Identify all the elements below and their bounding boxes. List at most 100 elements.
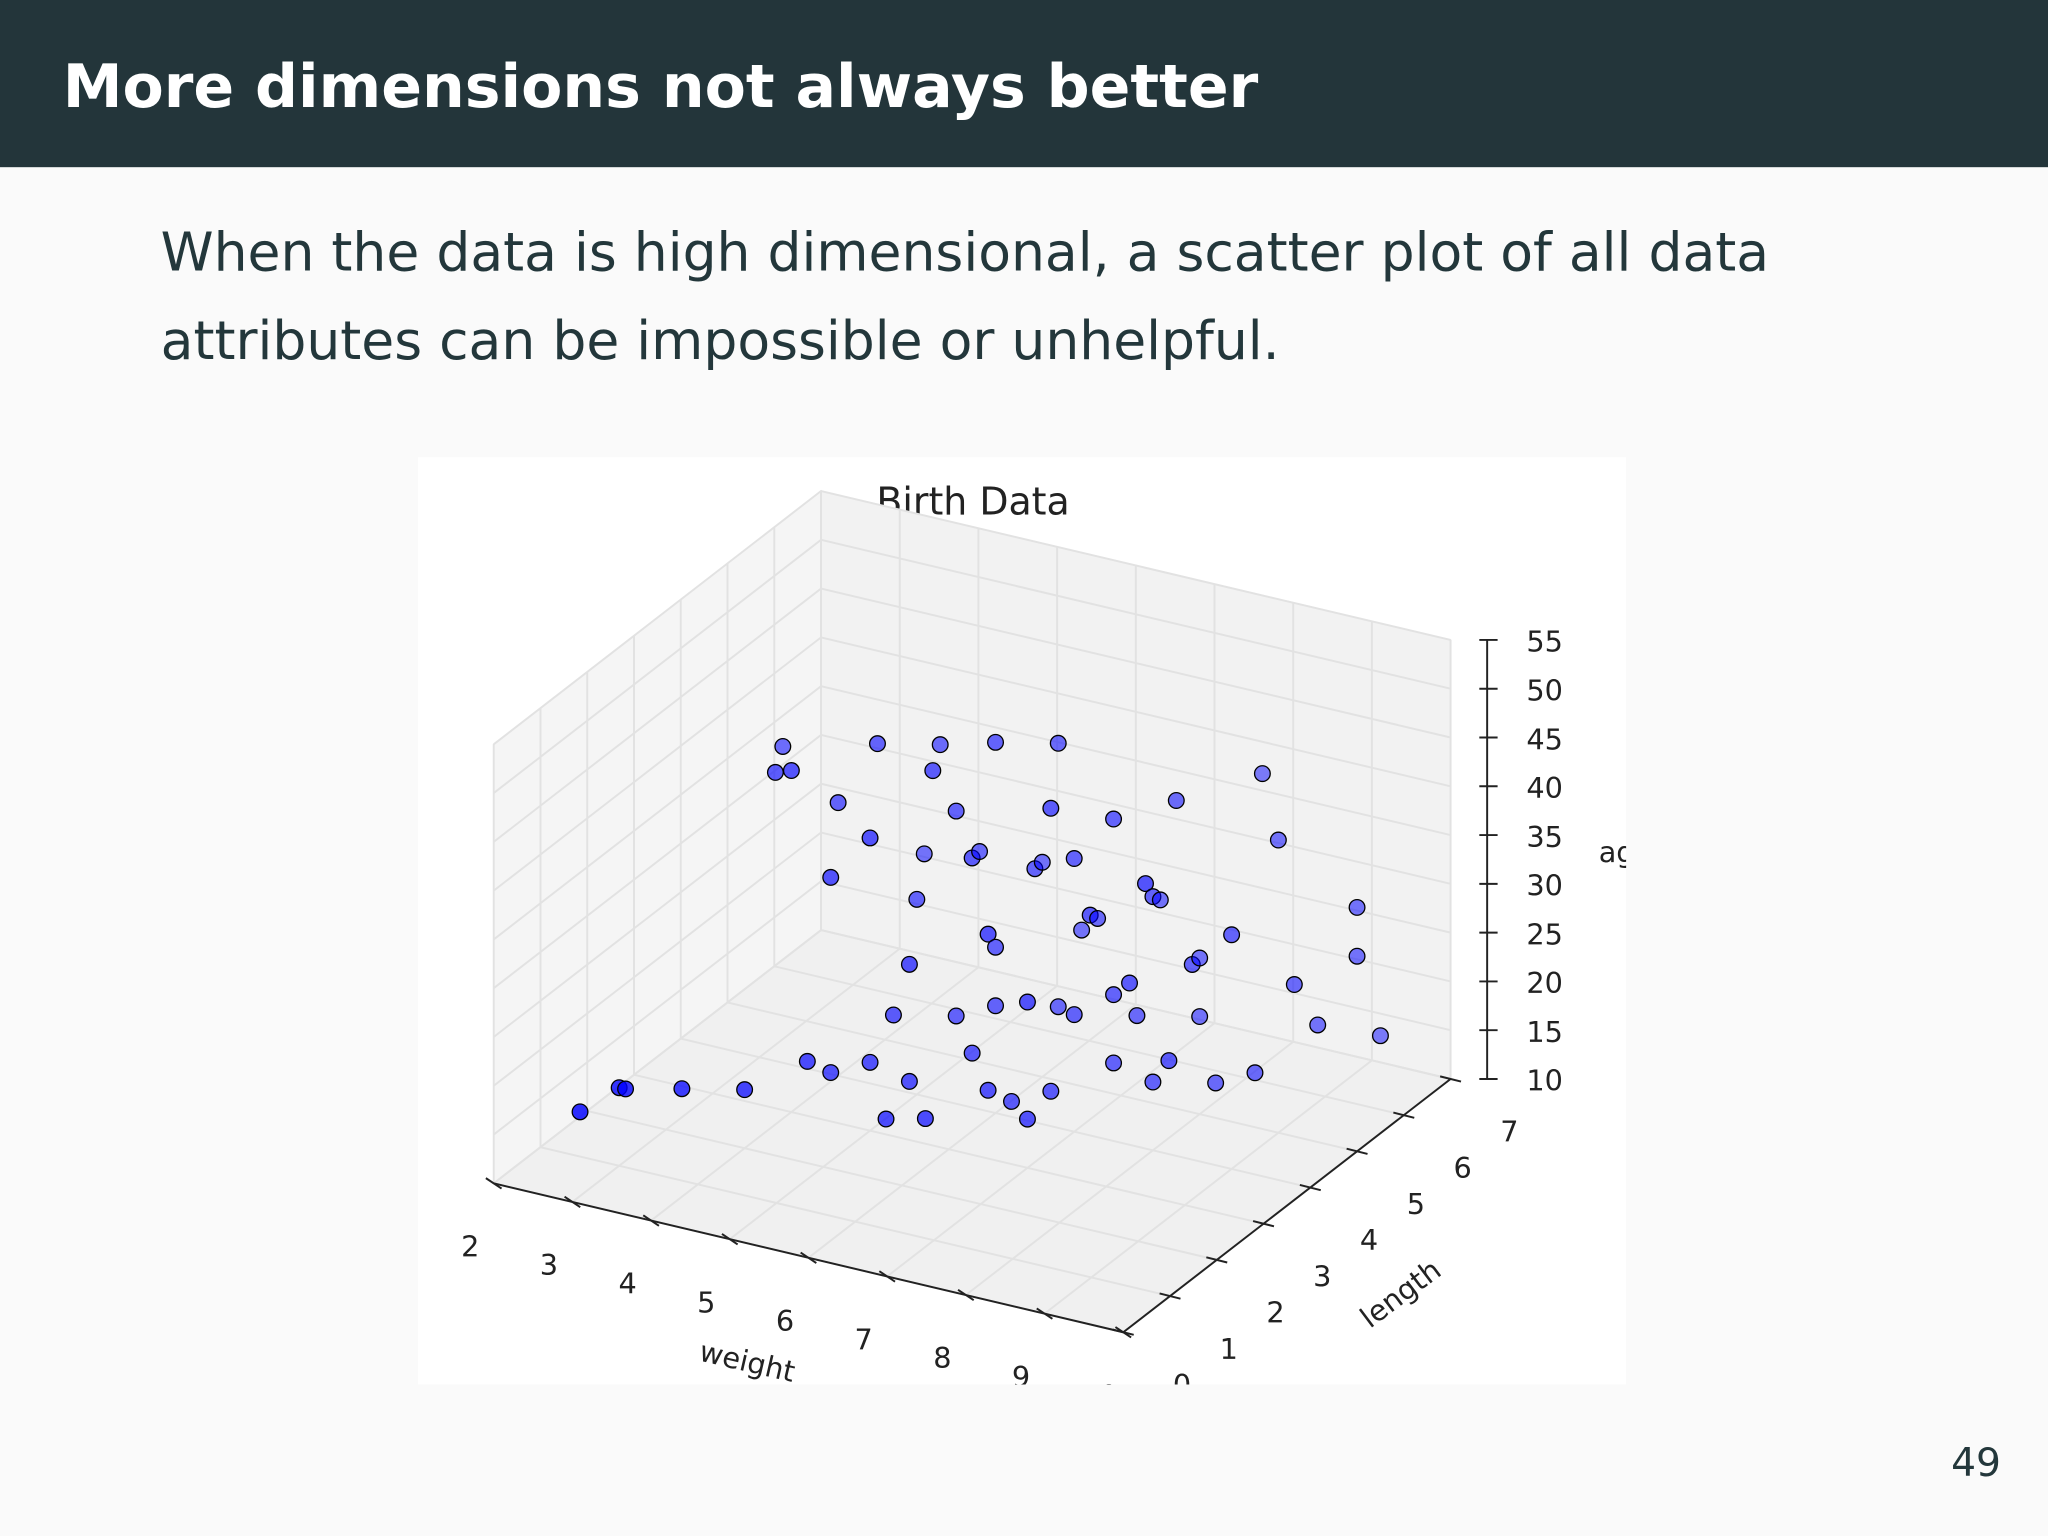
x-tick [878, 1270, 896, 1283]
x-tick-label: 7 [855, 1323, 873, 1357]
x-tick-label: 10 [1081, 1378, 1118, 1412]
slide-title: More dimensions not always better [63, 52, 1259, 122]
data-point [861, 1053, 879, 1071]
data-point [908, 890, 926, 908]
data-point [798, 1052, 816, 1070]
y-tick-label: 7 [1500, 1115, 1518, 1149]
body-text: When the data is high dimensional, a sca… [161, 220, 1769, 283]
y-tick [1112, 1328, 1134, 1336]
data-point [1065, 850, 1083, 867]
data-point [1269, 831, 1287, 849]
y-tick [1439, 1075, 1462, 1083]
z-tick-label: 45 [1526, 722, 1563, 756]
y-tick [1206, 1256, 1228, 1264]
data-point [915, 845, 933, 863]
data-point [931, 736, 949, 754]
z-tick-label: 15 [1526, 1015, 1563, 1049]
data-point [1191, 949, 1209, 967]
data-point [1160, 1052, 1178, 1070]
x-tick-label: 4 [618, 1267, 636, 1301]
data-point [900, 955, 918, 973]
data-point [979, 925, 997, 943]
y-tick-label: 6 [1453, 1151, 1471, 1185]
data-point [1207, 1074, 1225, 1092]
grid-line [493, 880, 1451, 1136]
data-point [1042, 799, 1060, 817]
y-tick-label: 0 [1173, 1368, 1191, 1402]
x-tick-label: 8 [933, 1341, 951, 1375]
data-point [1348, 898, 1366, 916]
z-tick-label: 55 [1526, 625, 1563, 659]
x-tick [1036, 1307, 1053, 1320]
header-bar [0, 0, 2048, 168]
data-point [1049, 734, 1067, 752]
chart: Birth Data 23456789100123456710152025303… [417, 457, 1653, 1412]
page-number: 49 [1951, 1441, 2001, 1486]
data-point [1003, 1092, 1020, 1110]
data-point [1167, 791, 1185, 809]
data-point [1151, 891, 1169, 909]
y-tick-label: 2 [1266, 1296, 1284, 1330]
data-point [1371, 1027, 1389, 1045]
data-point [861, 829, 879, 847]
y-tick [1393, 1111, 1415, 1119]
data-point [1089, 909, 1107, 927]
data-point [782, 762, 800, 780]
y-tick [1252, 1220, 1275, 1228]
x-tick [957, 1288, 975, 1302]
grid-line [493, 587, 1451, 843]
data-point [987, 938, 1005, 956]
x-tick [564, 1195, 581, 1208]
y-tick-label: 3 [1313, 1259, 1331, 1293]
data-point [1191, 1008, 1209, 1026]
data-point [1033, 853, 1051, 871]
z-axis-label: age [1599, 835, 1653, 869]
x-tick [721, 1233, 739, 1246]
grid-line [493, 733, 1451, 989]
x-tick-label: 9 [1012, 1360, 1030, 1394]
data-point [766, 763, 784, 781]
data-point [868, 735, 886, 753]
data-point [979, 1081, 997, 1099]
data-point [1105, 1054, 1123, 1072]
grid-line [493, 929, 1451, 1185]
data-point [1018, 993, 1036, 1011]
data-point [1144, 1073, 1162, 1091]
data-point [1285, 976, 1303, 993]
x-tick-label: 3 [540, 1248, 558, 1282]
x-tick-label: 6 [776, 1304, 794, 1338]
y-tick [1299, 1183, 1321, 1192]
y-tick-label: 1 [1220, 1332, 1238, 1366]
data-point [916, 1110, 934, 1128]
data-point [1073, 921, 1091, 939]
data-point [1018, 1110, 1036, 1128]
x-tick-label: 5 [697, 1285, 715, 1319]
grid-line [493, 831, 1451, 1087]
data-point [736, 1081, 754, 1099]
data-point [673, 1080, 691, 1098]
data-point [1065, 1006, 1083, 1024]
data-point [963, 1044, 981, 1062]
y-tick [1159, 1292, 1181, 1300]
data-point [1253, 765, 1271, 783]
data-point [987, 733, 1005, 751]
data-point [617, 1080, 635, 1098]
x-tick-label: 2 [461, 1229, 479, 1263]
body-text: attributes can be impossible or unhelpfu… [161, 309, 1280, 372]
y-tick [1346, 1147, 1368, 1155]
data-point [1049, 998, 1067, 1016]
y-tick-label: 5 [1407, 1187, 1425, 1221]
data-point [1223, 926, 1241, 944]
grid-line [493, 685, 1451, 941]
data-point [774, 737, 792, 755]
data-point [829, 794, 847, 812]
data-point [947, 802, 965, 820]
data-point [1137, 875, 1154, 893]
grid-line [493, 538, 1451, 794]
grid-line [493, 489, 1451, 746]
x-tick [800, 1251, 817, 1264]
z-tick-label: 40 [1526, 771, 1563, 805]
data-point [1121, 974, 1139, 992]
data-point [877, 1110, 895, 1128]
